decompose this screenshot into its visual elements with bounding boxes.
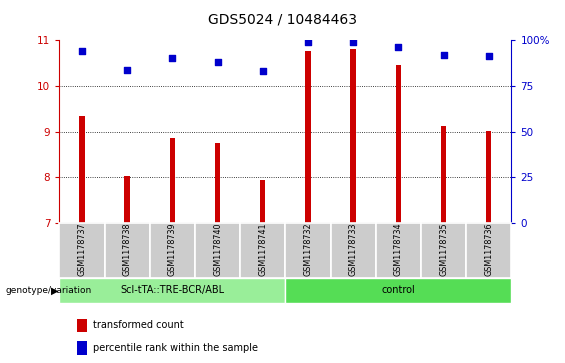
Text: GSM1178734: GSM1178734	[394, 223, 403, 276]
Text: GSM1178739: GSM1178739	[168, 223, 177, 276]
Bar	[376, 223, 421, 278]
Point	[77, 49, 86, 54]
Text: control: control	[381, 285, 415, 295]
Bar	[195, 223, 240, 278]
Point	[123, 67, 132, 73]
Text: GSM1178735: GSM1178735	[439, 223, 448, 276]
Bar	[215, 143, 220, 223]
Bar	[350, 49, 356, 223]
Text: GSM1178732: GSM1178732	[303, 223, 312, 276]
Bar	[77, 342, 88, 355]
Text: GSM1178738: GSM1178738	[123, 223, 132, 276]
Text: Scl-tTA::TRE-BCR/ABL: Scl-tTA::TRE-BCR/ABL	[120, 285, 224, 295]
Text: GSM1178736: GSM1178736	[484, 223, 493, 276]
Text: genotype/variation: genotype/variation	[6, 286, 92, 295]
Bar	[170, 138, 175, 223]
Bar	[260, 180, 266, 223]
Text: GSM1178733: GSM1178733	[349, 223, 358, 276]
Bar	[285, 278, 511, 303]
Bar	[124, 176, 130, 223]
Bar	[285, 223, 331, 278]
Text: percentile rank within the sample: percentile rank within the sample	[93, 343, 258, 352]
Point	[168, 55, 177, 61]
Point	[258, 68, 267, 74]
Bar	[59, 278, 285, 303]
Bar	[331, 223, 376, 278]
Text: transformed count: transformed count	[93, 321, 184, 330]
Point	[394, 44, 403, 50]
Text: GSM1178741: GSM1178741	[258, 223, 267, 276]
Bar	[79, 115, 85, 223]
Point	[213, 59, 222, 65]
Bar	[396, 65, 401, 223]
Bar	[441, 126, 446, 223]
Point	[484, 53, 493, 59]
Bar	[150, 223, 195, 278]
Point	[439, 52, 448, 57]
Point	[303, 39, 312, 45]
Text: GSM1178737: GSM1178737	[77, 223, 86, 276]
Text: ▶: ▶	[51, 285, 58, 295]
Bar	[59, 223, 105, 278]
Bar	[486, 131, 492, 223]
Bar	[105, 223, 150, 278]
Point	[349, 39, 358, 45]
Text: GDS5024 / 10484463: GDS5024 / 10484463	[208, 13, 357, 27]
Bar	[240, 223, 285, 278]
Bar	[421, 223, 466, 278]
Bar	[77, 319, 88, 333]
Bar	[305, 52, 311, 223]
Text: GSM1178740: GSM1178740	[213, 223, 222, 276]
Bar	[466, 223, 511, 278]
